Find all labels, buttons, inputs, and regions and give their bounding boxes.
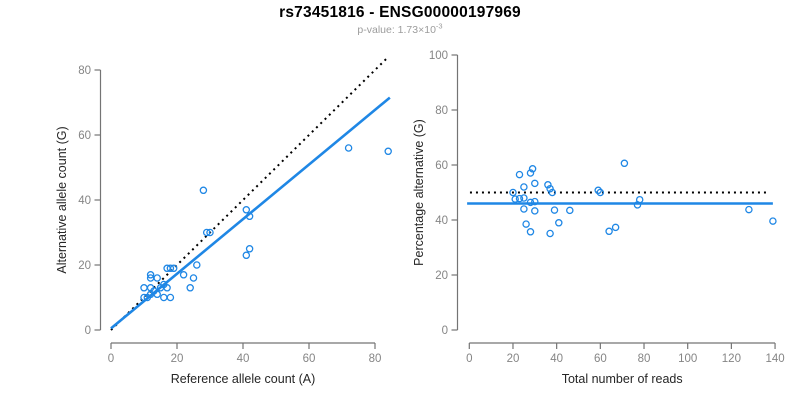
allele-counts-panel-data-point xyxy=(384,147,392,156)
percentage-panel-data-point xyxy=(605,227,613,236)
allele-counts-panel-data-point xyxy=(153,274,161,282)
allele-counts-panel-x-axis-title: Reference allele count (A) xyxy=(171,372,316,386)
percentage-panel-data-point xyxy=(620,159,629,168)
percentage-panel-x-tick-label: 40 xyxy=(550,353,563,365)
percentage-panel-x-tick-label: 0 xyxy=(466,353,472,365)
allele-counts-panel-data-point xyxy=(140,293,148,302)
pvalue-exponent: -3 xyxy=(435,21,443,31)
percentage-panel-data-point xyxy=(596,188,605,197)
percentage-panel-data-point xyxy=(769,217,777,225)
pvalue-subtitle: p-value: 1.73×10-3 xyxy=(0,21,800,36)
percentage-panel-data-point xyxy=(526,198,535,207)
percentage-panel-data-point xyxy=(522,220,530,228)
allele-counts-panel-data-point xyxy=(153,290,161,299)
allele-counts-panel-x-tick-label: 20 xyxy=(171,353,184,365)
percentage-panel-data-point xyxy=(611,223,620,232)
pvalue-base: 1.73×10 xyxy=(397,23,436,36)
allele-counts-panel-data-point xyxy=(179,271,188,279)
allele-counts-panel-data-point xyxy=(242,251,251,260)
allele-counts-panel-data-point xyxy=(146,271,155,279)
allele-counts-panel-data-point xyxy=(245,212,254,221)
allele-counts-panel-x-tick-label: 40 xyxy=(237,353,250,365)
allele-counts-panel-y-tick-label: 0 xyxy=(85,325,91,337)
pvalue-prefix: p-value: xyxy=(357,23,398,36)
percentage-panel-x-tick-label: 120 xyxy=(722,353,741,365)
percentage-panel-data-point xyxy=(515,170,524,179)
percentage-panel-data-point xyxy=(526,169,535,177)
percentage-panel-data-point xyxy=(546,184,554,193)
percentage-panel-data-point xyxy=(550,206,559,214)
percentage-panel-y-tick-label: 0 xyxy=(442,325,448,337)
percentage-panel-data-point xyxy=(594,186,602,195)
percentage-panel-x-axis-title: Total number of reads xyxy=(562,372,683,386)
allele-counts-panel-data-point xyxy=(189,274,198,282)
percentage-panel-data-point xyxy=(633,201,642,209)
allele-counts-panel-y-tick-label: 40 xyxy=(78,195,91,207)
percentage-panel-data-point xyxy=(509,188,517,197)
allele-counts-panel-y-axis-title: Alternative allele count (G) xyxy=(55,126,69,273)
figure-titles: rs73451816 - ENSG00000197969 p-value: 1.… xyxy=(0,4,800,36)
percentage-panel-data-point xyxy=(520,205,528,213)
percentage-panel-data-point xyxy=(528,165,537,173)
allele-counts-panel-data-point xyxy=(186,284,194,292)
allele-counts-panel-data-point xyxy=(166,293,175,302)
allele-counts-panel-data-point xyxy=(242,206,251,214)
percentage-panel-y-tick-label: 80 xyxy=(435,105,448,117)
percentage-panel-x-tick-label: 60 xyxy=(594,353,607,365)
percentage-panel-x-tick-label: 140 xyxy=(765,353,784,365)
allele-counts-panel-x-tick-label: 0 xyxy=(108,353,114,365)
percentage-panel-data-point xyxy=(555,219,563,227)
allele-counts-panel-data-point xyxy=(166,264,175,273)
percentage-panel-y-tick-label: 20 xyxy=(435,270,448,282)
percentage-panel-data-point xyxy=(515,194,524,203)
percentage-panel-y-axis-title: Percentage alternative (G) xyxy=(412,119,426,266)
percentage-panel-data-point xyxy=(531,197,539,206)
percentage-panel-data-point xyxy=(745,205,753,214)
allele-counts-panel-x-tick-label: 80 xyxy=(369,353,382,365)
allele-counts-panel-data-point xyxy=(160,293,168,302)
percentage-panel-data-point xyxy=(531,179,539,188)
allele-counts-panel-data-point xyxy=(344,144,353,152)
percentage-panel-data-point xyxy=(544,181,552,189)
allele-counts-panel-data-point xyxy=(163,284,171,292)
allele-counts-panel-data-point xyxy=(193,261,201,269)
allele-counts-panel-data-point xyxy=(202,228,211,237)
percentage-panel-data-point xyxy=(520,183,528,191)
percentage-panel-x-tick-label: 100 xyxy=(678,353,697,365)
allele-counts-panel-y-tick-label: 60 xyxy=(78,130,91,142)
allele-counts-panel-data-point xyxy=(199,186,208,195)
percentage-panel-data-point xyxy=(566,206,574,215)
percentage-panel-data-point xyxy=(548,188,557,197)
page-title: rs73451816 - ENSG00000197969 xyxy=(279,4,521,21)
allele-counts-panel-y-tick-label: 80 xyxy=(78,65,91,77)
allele-counts-panel-data-point xyxy=(140,284,148,292)
percentage-panel-data-point xyxy=(546,229,554,238)
percentage-panel-x-tick-label: 20 xyxy=(507,353,520,365)
allele-counts-panel-y-tick-label: 20 xyxy=(78,260,91,272)
allele-counts-panel-data-point xyxy=(169,264,178,273)
percentage-panel-data-point xyxy=(531,207,539,215)
percentage-panel-data-point xyxy=(511,195,519,203)
allele-counts-panel-identity-line xyxy=(110,56,389,331)
allele-counts-panel-data-point xyxy=(245,245,254,253)
percentage-panel-y-tick-label: 100 xyxy=(429,50,448,62)
percentage-panel-data-point xyxy=(520,194,528,202)
allele-counts-panel-data-point xyxy=(206,228,214,237)
percentage-panel-y-tick-label: 40 xyxy=(435,215,448,227)
percentage-panel-x-tick-label: 80 xyxy=(638,353,651,365)
allele-counts-panel-x-tick-label: 60 xyxy=(303,353,316,365)
percentage-panel-y-tick-label: 60 xyxy=(435,160,448,172)
percentage-panel-data-point xyxy=(526,228,535,236)
